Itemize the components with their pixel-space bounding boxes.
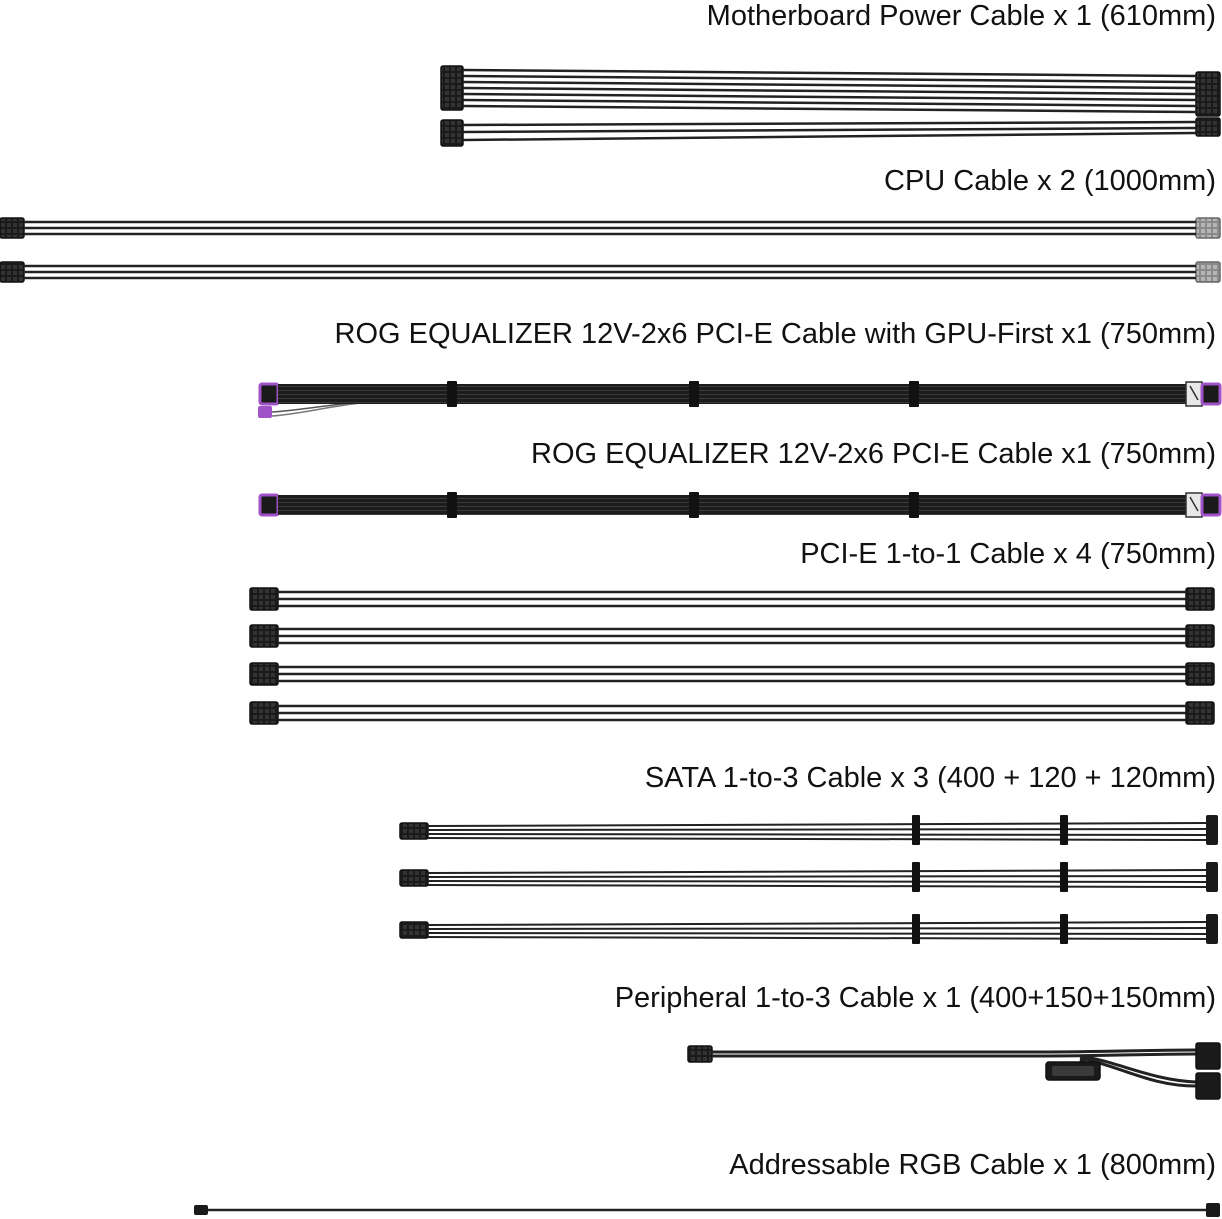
- cpu-cable-label: CPU Cable x 2 (1000mm): [884, 165, 1216, 197]
- argb-cable-label: Addressable RGB Cable x 1 (800mm): [729, 1149, 1216, 1181]
- rog-gpu-first-cable: [258, 381, 1222, 418]
- rog-gpu-first-cable-label: ROG EQUALIZER 12V-2x6 PCI-E Cable with G…: [334, 318, 1217, 350]
- sata-cable-2: [399, 862, 1218, 892]
- rog-pcie-cable: [258, 492, 1222, 518]
- pcie-cable-label: PCI-E 1-to-1 Cable x 4 (750mm): [800, 538, 1216, 570]
- pcie-cable-1: [249, 587, 1215, 611]
- rog-pcie-cable-label: ROG EQUALIZER 12V-2x6 PCI-E Cable x1 (75…: [531, 438, 1216, 470]
- peripheral-cable-label: Peripheral 1-to-3 Cable x 1 (400+150+150…: [614, 982, 1216, 1014]
- motherboard-cable-label: Motherboard Power Cable x 1 (610mm): [706, 0, 1216, 32]
- peripheral-cable: [687, 1042, 1221, 1100]
- motherboard-cable: [440, 65, 1221, 147]
- pcie-cable-4: [249, 701, 1215, 725]
- pcie-cable-2: [249, 624, 1215, 648]
- cpu-cable-1: [0, 217, 1221, 239]
- argb-cable: [194, 1203, 1220, 1217]
- sata-cable-1: [399, 815, 1218, 845]
- pcie-cable-3: [249, 662, 1215, 686]
- sata-cable-label: SATA 1-to-3 Cable x 3 (400 + 120 + 120mm…: [644, 762, 1216, 794]
- sata-cable-3: [399, 914, 1218, 944]
- cpu-cable-2: [0, 261, 1221, 283]
